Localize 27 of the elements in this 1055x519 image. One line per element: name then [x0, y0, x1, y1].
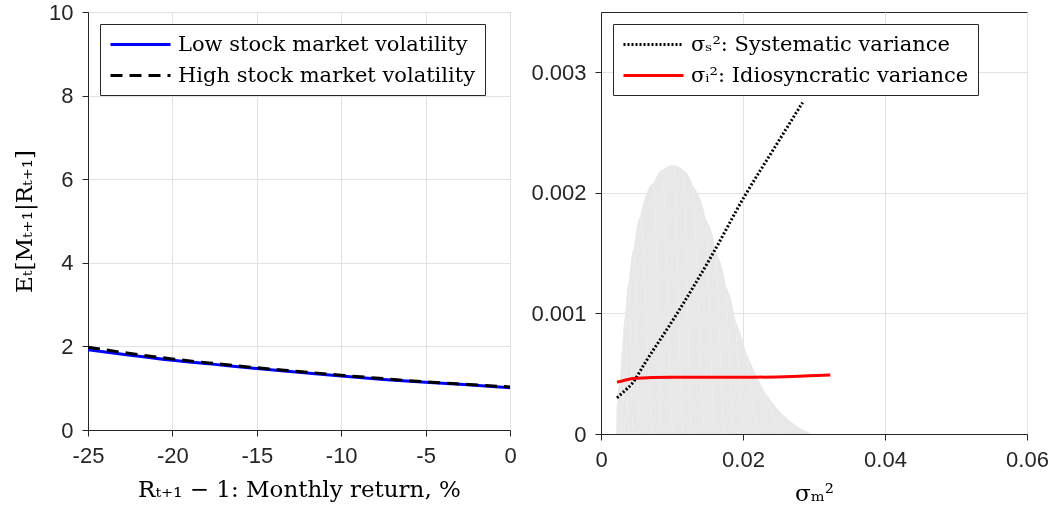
x-tick-label: -25 [72, 442, 105, 468]
x-tick-label: 0.04 [864, 446, 907, 472]
legend-label: Low stock market volatility [178, 31, 468, 56]
x-tick-label: 0 [595, 446, 608, 472]
legend-label: σᵢ²: Idiosyncratic variance [691, 62, 969, 87]
x-tick-label: 0.06 [1006, 446, 1049, 472]
y-tick-label: 2 [61, 333, 74, 359]
y-tick-label: 0.002 [531, 180, 587, 206]
x-axis-title: Rₜ₊₁ − 1: Monthly return, % [138, 475, 461, 502]
y-tick-label: 0 [574, 421, 587, 447]
x-tick-label: -15 [241, 442, 274, 468]
y-tick-label: 10 [49, 0, 74, 25]
x-tick-label: 0.02 [722, 446, 765, 472]
x-axis-title: σₘ² [794, 479, 835, 506]
y-tick-label: 6 [61, 166, 74, 192]
y-tick-label: 4 [61, 250, 74, 276]
legend-label: High stock market volatility [178, 62, 476, 87]
x-tick-label: -20 [157, 442, 189, 468]
y-tick-label: 0 [61, 417, 74, 443]
x-tick-label: -5 [416, 442, 436, 468]
legend-label: σₛ²: Systematic variance [691, 31, 950, 56]
x-tick-label: -10 [325, 442, 358, 468]
y-axis-title: Eₜ[Mₜ₊₁|Rₜ₊₁] [11, 149, 39, 294]
y-tick-label: 8 [61, 83, 74, 109]
x-tick-label: 0 [504, 442, 517, 468]
y-tick-label: 0.003 [531, 59, 587, 85]
y-tick-label: 0.001 [531, 300, 587, 326]
